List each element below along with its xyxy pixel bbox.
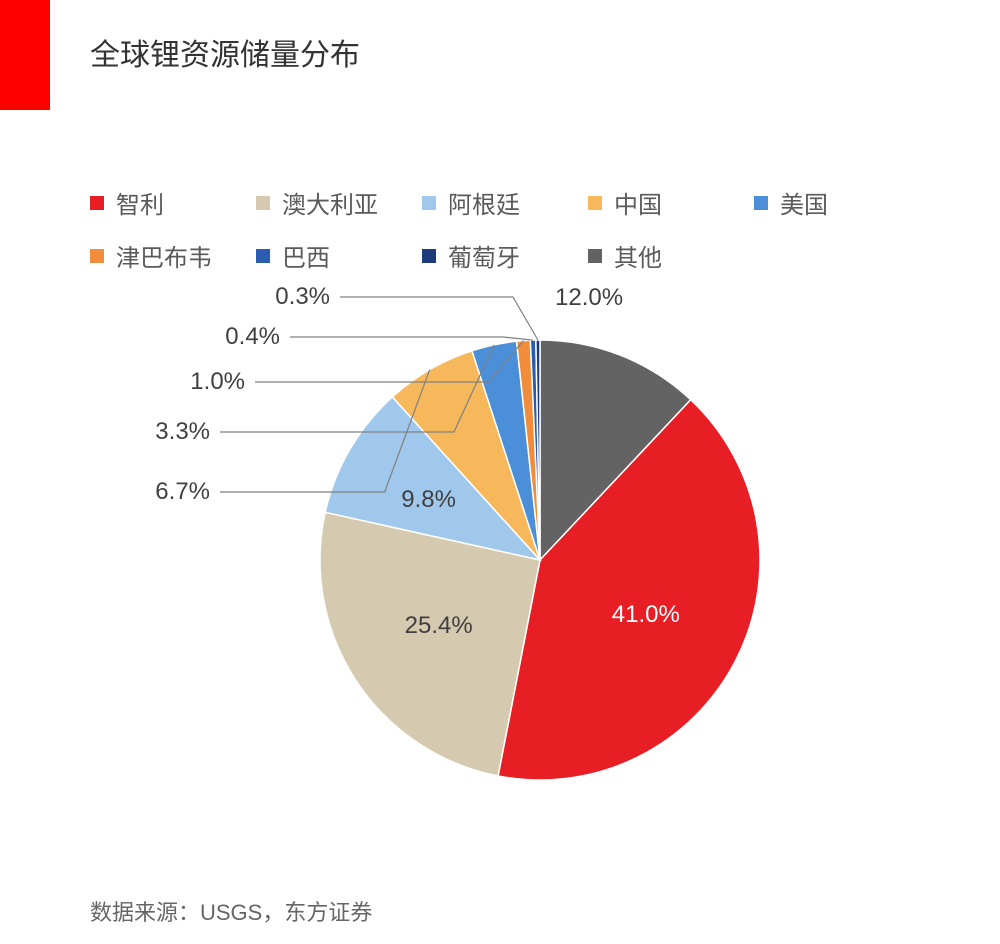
legend-swatch <box>754 196 768 210</box>
slice-label: 9.8% <box>401 486 456 514</box>
slice-label: 41.0% <box>612 601 680 629</box>
legend-item: 美国 <box>754 185 920 220</box>
legend-swatch <box>256 249 270 263</box>
pie-chart: 12.0% 41.0% 25.4% 9.8% 6.7% 3.3% 1.0% 0.4% 0.3% <box>0 280 1000 830</box>
legend-label: 葡萄牙 <box>448 238 520 273</box>
legend-label: 津巴布韦 <box>116 238 212 273</box>
legend-label: 澳大利亚 <box>282 185 378 220</box>
legend-label: 美国 <box>780 185 828 220</box>
pie-svg <box>320 340 760 780</box>
legend-label: 其他 <box>614 238 662 273</box>
data-source: 数据来源：USGS，东方证券 <box>90 895 372 927</box>
legend-swatch <box>422 196 436 210</box>
accent-bar <box>0 0 50 110</box>
legend-item: 中国 <box>588 185 754 220</box>
legend-swatch <box>90 196 104 210</box>
leader-line <box>340 297 538 340</box>
legend-item: 其他 <box>588 238 754 273</box>
legend-item: 葡萄牙 <box>422 238 588 273</box>
chart-title: 全球锂资源储量分布 <box>90 30 360 74</box>
slice-label: 12.0% <box>555 284 623 312</box>
legend-swatch <box>422 249 436 263</box>
legend-label: 中国 <box>614 185 662 220</box>
slice-label: 0.3% <box>275 283 330 311</box>
slice-label: 3.3% <box>155 418 210 446</box>
legend: 智利 澳大利亚 阿根廷 中国 美国津巴布韦 巴西 葡萄牙 其他 <box>90 185 920 291</box>
legend-swatch <box>588 249 602 263</box>
legend-item: 智利 <box>90 185 256 220</box>
legend-label: 智利 <box>116 185 164 220</box>
legend-label: 阿根廷 <box>448 185 520 220</box>
slice-label: 25.4% <box>405 612 473 640</box>
slice-label: 1.0% <box>190 368 245 396</box>
legend-item: 津巴布韦 <box>90 238 256 273</box>
legend-item: 巴西 <box>256 238 422 273</box>
legend-swatch <box>256 196 270 210</box>
slice-label: 0.4% <box>225 323 280 351</box>
legend-swatch <box>588 196 602 210</box>
legend-swatch <box>90 249 104 263</box>
legend-label: 巴西 <box>282 238 330 273</box>
slice-label: 6.7% <box>155 478 210 506</box>
legend-item: 澳大利亚 <box>256 185 422 220</box>
legend-item: 阿根廷 <box>422 185 588 220</box>
